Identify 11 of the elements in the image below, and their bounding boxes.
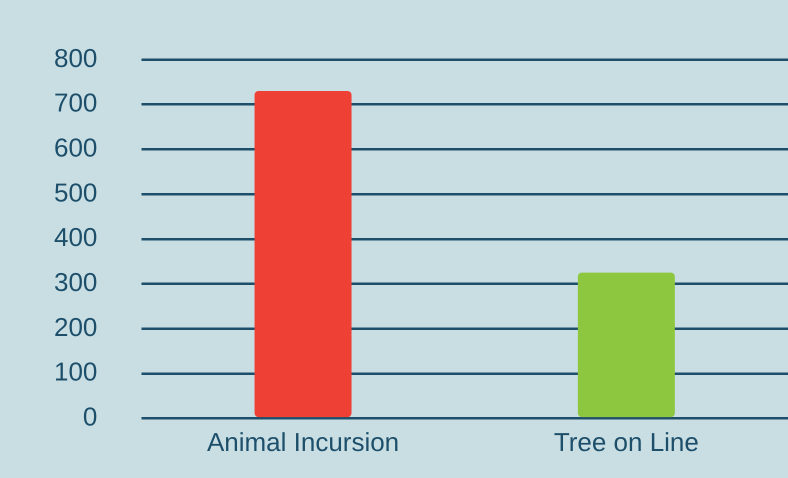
y-tick-label: 600 bbox=[54, 132, 98, 162]
y-tick-label: 100 bbox=[54, 356, 98, 387]
y-tick-label: 400 bbox=[54, 222, 98, 252]
y-tick-label: 500 bbox=[54, 177, 98, 208]
y-tick-label: 700 bbox=[54, 88, 98, 118]
x-tick-label: Animal Incursion bbox=[206, 427, 400, 458]
y-tick-label: 0 bbox=[82, 402, 98, 432]
y-tick-label: 800 bbox=[54, 42, 98, 73]
x-tick-label: Tree on Line bbox=[554, 427, 699, 458]
y-tick-label: 200 bbox=[54, 312, 98, 342]
y-tick-label: 300 bbox=[54, 267, 98, 298]
